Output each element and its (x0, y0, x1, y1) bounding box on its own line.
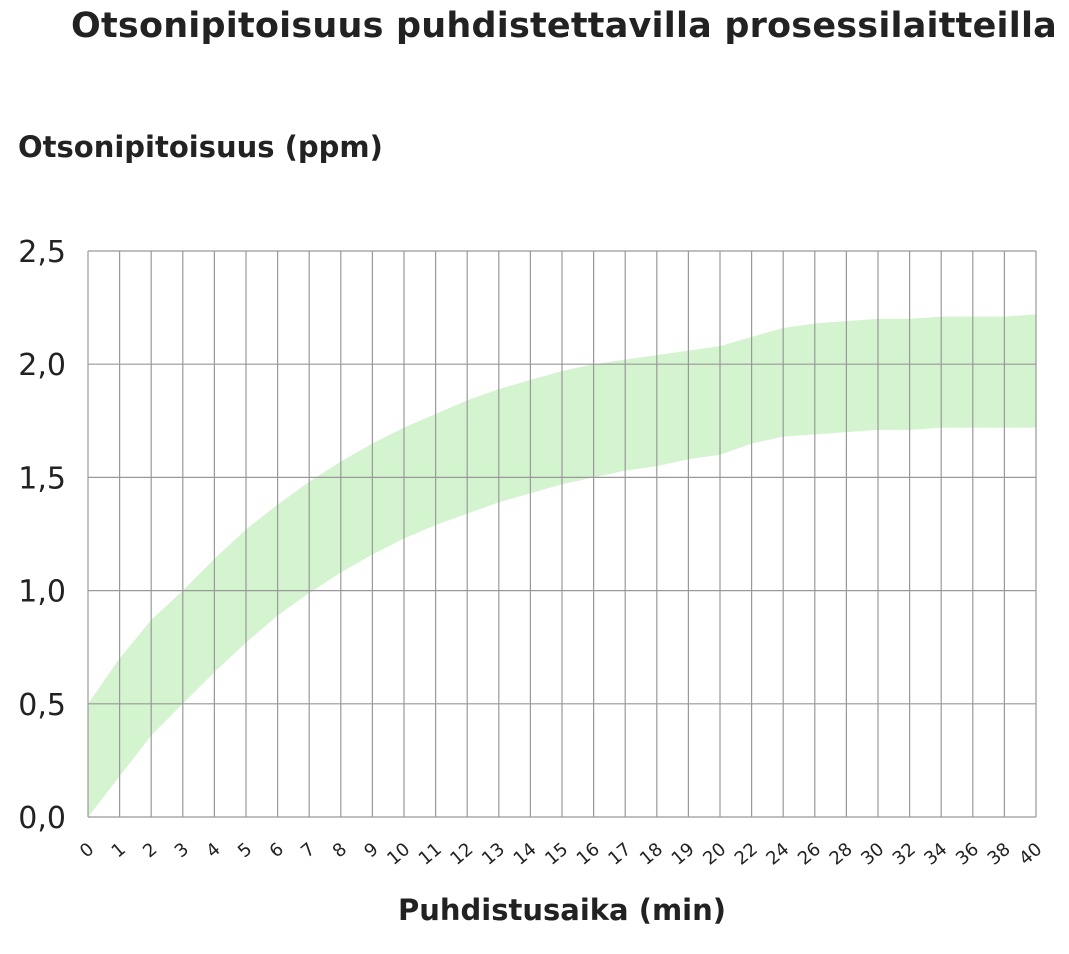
x-tick-label: 10 (383, 839, 414, 870)
x-tick-label: 19 (668, 839, 699, 870)
x-tick-label: 8 (329, 839, 351, 862)
x-tick-label: 4 (202, 839, 224, 862)
x-tick-label: 11 (415, 839, 446, 870)
x-tick-label: 26 (794, 839, 825, 870)
x-tick-label: 18 (636, 839, 667, 870)
x-tick-label: 7 (297, 839, 319, 862)
y-tick-label: 0,5 (18, 688, 66, 723)
x-tick-label: 12 (446, 839, 477, 870)
x-tick-label: 36 (952, 839, 983, 870)
x-tick-label: 3 (171, 839, 193, 862)
x-tick-label: 28 (826, 839, 857, 870)
y-tick-label: 2,5 (18, 235, 66, 270)
y-tick-label: 2,0 (18, 348, 66, 383)
x-tick-label: 22 (731, 839, 762, 870)
x-tick-label: 20 (699, 839, 730, 870)
x-tick-label: 13 (478, 839, 509, 870)
y-tick-labels: 0,0 0,5 1,0 1,5 2,0 2,5 (18, 235, 66, 836)
x-axis-label: Puhdistusaika (min) (397, 893, 727, 927)
x-tick-label: 38 (984, 839, 1015, 870)
y-tick-label: 0,0 (18, 801, 66, 836)
chart-title: Otsonipitoisuus puhdistettavilla prosess… (71, 6, 1057, 46)
x-tick-label: 34 (920, 839, 951, 870)
x-tick-label: 6 (266, 839, 288, 862)
x-tick-label: 30 (857, 839, 888, 870)
x-tick-label: 14 (510, 839, 541, 870)
x-tick-labels: 0 1 2 3 4 5 6 7 8 9 10 11 12 13 14 15 16 17 18 19 20 22 24 26 28… (76, 839, 1046, 870)
x-tick-label: 32 (889, 839, 920, 870)
y-tick-label: 1,0 (18, 575, 66, 610)
y-axis-label: Otsonipitoisuus (ppm) (18, 130, 383, 164)
x-tick-label: 40 (1015, 839, 1046, 870)
x-tick-label: 16 (573, 839, 604, 870)
x-tick-label: 2 (139, 839, 161, 862)
x-tick-label: 15 (541, 839, 572, 870)
x-tick-label: 24 (762, 839, 793, 870)
grid-layer (87, 250, 1037, 818)
x-tick-label: 9 (360, 839, 382, 862)
x-tick-label: 17 (604, 839, 635, 870)
y-tick-label: 1,5 (18, 461, 66, 496)
x-tick-label: 5 (234, 839, 256, 862)
x-tick-label: 1 (108, 839, 130, 862)
x-tick-label: 0 (76, 839, 98, 862)
